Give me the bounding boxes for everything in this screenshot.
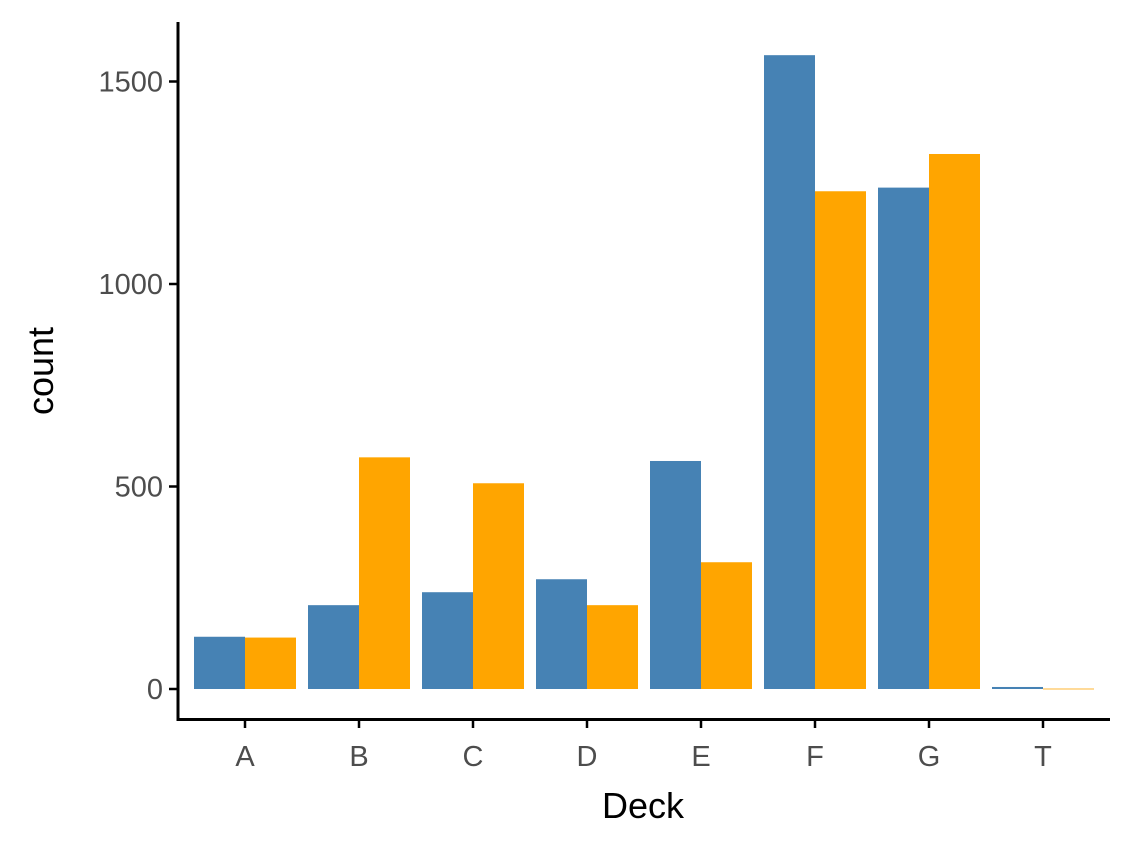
y-axis-ticks: 0 500 1000 1500: [98, 67, 178, 706]
bar-T-series-1: [992, 686, 1043, 689]
x-tick-label-T: T: [1034, 741, 1052, 773]
y-axis-title: count: [20, 327, 61, 415]
bars-group: [194, 55, 1094, 690]
bar-A-series-2: [245, 637, 296, 689]
bar-D-series-2: [587, 605, 638, 689]
x-tick-label-D: D: [577, 741, 598, 773]
bar-F-series-2: [815, 191, 866, 689]
x-tick-label-F: F: [806, 741, 824, 773]
y-tick-label-500: 500: [115, 472, 163, 504]
bar-E-series-2: [701, 562, 752, 689]
bar-G-series-1: [878, 187, 929, 690]
bar-B-series-1: [308, 605, 359, 689]
x-tick-label-A: A: [235, 741, 255, 773]
x-tick-label-G: G: [918, 741, 941, 773]
bar-F-series-1: [764, 55, 815, 690]
bar-E-series-1: [650, 460, 701, 689]
bar-A-series-1: [194, 636, 245, 689]
bar-B-series-2: [359, 457, 410, 689]
x-tick-label-C: C: [463, 741, 484, 773]
x-axis-title: Deck: [602, 785, 685, 826]
bar-D-series-1: [536, 579, 587, 689]
bar-T-series-2: [1043, 688, 1094, 690]
x-tick-label-B: B: [349, 741, 368, 773]
x-tick-label-E: E: [691, 741, 710, 773]
y-tick-label-0: 0: [147, 674, 163, 706]
y-tick-label-1500: 1500: [98, 67, 163, 99]
bar-G-series-2: [929, 153, 980, 689]
bar-C-series-2: [473, 483, 524, 689]
bar-C-series-1: [422, 592, 473, 689]
y-tick-label-1000: 1000: [98, 269, 163, 301]
